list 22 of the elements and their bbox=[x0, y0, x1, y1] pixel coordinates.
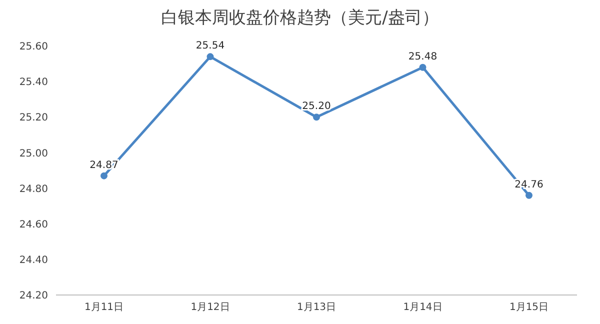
point bbox=[526, 192, 532, 199]
data-label: 25.48 bbox=[408, 51, 438, 62]
x-tick-label: 1月14日 bbox=[403, 302, 442, 314]
y-tick-label: 24.60 bbox=[19, 219, 48, 230]
y-tick-label: 25.00 bbox=[19, 148, 48, 160]
data-label: 25.20 bbox=[302, 101, 331, 112]
y-tick-label: 24.20 bbox=[19, 290, 48, 302]
y-tick-label: 25.40 bbox=[19, 77, 48, 88]
x-tick-label: 1月12日 bbox=[190, 302, 230, 314]
data-label: 25.54 bbox=[196, 40, 225, 52]
x-tick-label: 1月13日 bbox=[296, 302, 336, 314]
point bbox=[419, 64, 426, 71]
point bbox=[100, 172, 108, 180]
point bbox=[313, 114, 320, 121]
chart-title: 白银本周收盘价格趋势（美元/盎司） bbox=[160, 7, 440, 29]
y-tick-label: 24.40 bbox=[19, 254, 48, 266]
x-tick-label: 1月11日 bbox=[84, 302, 124, 314]
y-tick-label: 25.60 bbox=[19, 42, 48, 53]
x-tick-label: 1月15日 bbox=[509, 302, 549, 314]
y-tick-label: 24.80 bbox=[19, 184, 48, 195]
point bbox=[206, 53, 214, 60]
y-tick-label: 25.20 bbox=[19, 112, 48, 124]
